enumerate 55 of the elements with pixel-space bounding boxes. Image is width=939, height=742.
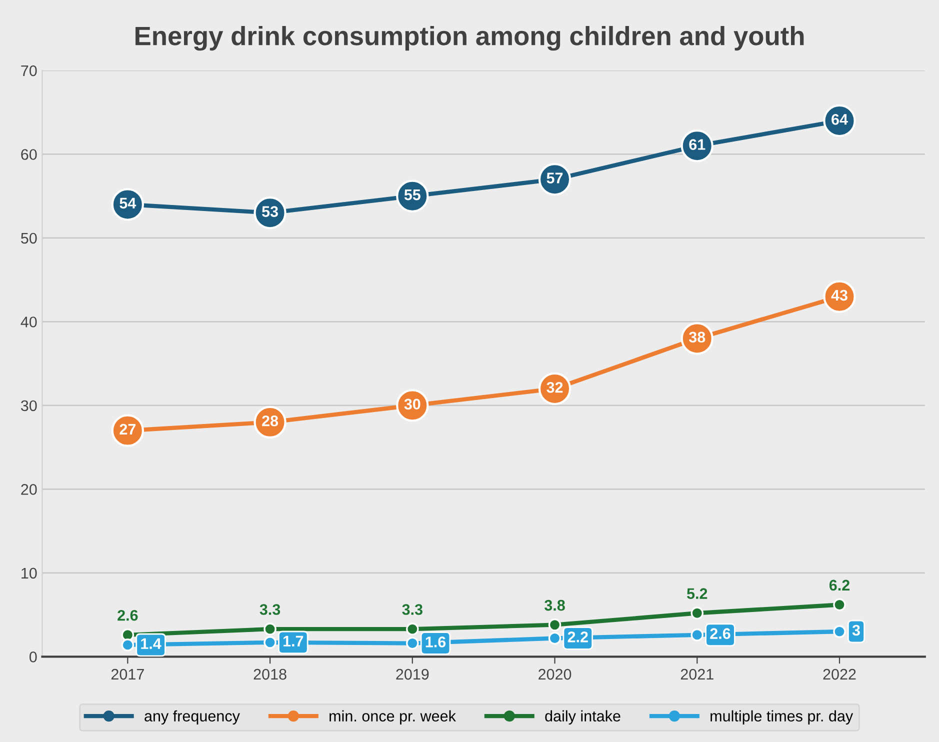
data-label: 2.6 bbox=[118, 610, 138, 621]
data-label: 3.3 bbox=[260, 604, 280, 615]
legend-label: daily intake bbox=[545, 710, 620, 725]
x-tick-label: 2019 bbox=[396, 668, 429, 680]
legend-label: multiple times pr. day bbox=[710, 710, 854, 725]
data-label: 5.2 bbox=[686, 588, 708, 599]
chart-title: Energy drink consumption among children and youth bbox=[136, 26, 804, 51]
data-label: 53 bbox=[262, 206, 278, 217]
data-label: 38 bbox=[688, 332, 706, 343]
y-tick-label: 30 bbox=[20, 400, 37, 412]
data-label: 57 bbox=[546, 172, 563, 184]
data-label: 30 bbox=[404, 398, 420, 410]
point bbox=[121, 628, 134, 642]
legend-label: any frequency bbox=[144, 710, 240, 725]
y-tick-label: 70 bbox=[21, 65, 37, 76]
data-label: 1.4 bbox=[141, 638, 162, 649]
data-label: 6.2 bbox=[829, 580, 850, 591]
data-label: 64 bbox=[832, 114, 848, 125]
y-tick-label: 60 bbox=[21, 149, 37, 160]
point bbox=[548, 618, 562, 632]
data-label: 54 bbox=[120, 198, 136, 209]
data-label: 2.6 bbox=[710, 628, 730, 639]
point bbox=[264, 636, 276, 649]
y-tick-label: 50 bbox=[21, 232, 37, 244]
data-label: 28 bbox=[262, 415, 278, 426]
y-tick-label: 20 bbox=[21, 484, 37, 495]
data-label: 3 bbox=[852, 624, 860, 636]
y-tick-label: 0 bbox=[29, 652, 37, 662]
point bbox=[690, 628, 704, 642]
y-tick-label: 10 bbox=[22, 568, 37, 579]
x-tick-label: 2022 bbox=[823, 668, 856, 680]
legend-label: min. once pr. week bbox=[330, 710, 456, 725]
data-label: 61 bbox=[689, 139, 706, 150]
data-label: 32 bbox=[546, 382, 563, 393]
data-label: 27 bbox=[120, 424, 136, 435]
data-label: 55 bbox=[404, 190, 420, 200]
point bbox=[833, 598, 846, 612]
data-label: 43 bbox=[831, 290, 848, 301]
data-label: 3.8 bbox=[544, 600, 565, 611]
data-label: 2.2 bbox=[568, 632, 588, 642]
point bbox=[548, 632, 562, 645]
point bbox=[406, 636, 419, 650]
x-tick-label: 2017 bbox=[111, 668, 144, 680]
x-tick-label: 2020 bbox=[538, 668, 572, 680]
point bbox=[406, 622, 419, 636]
x-tick-label: 2021 bbox=[680, 668, 714, 680]
data-label: 1.7 bbox=[284, 636, 304, 646]
point bbox=[264, 622, 276, 636]
data-label: 3.3 bbox=[402, 604, 422, 615]
x-tick-label: 2018 bbox=[254, 668, 286, 680]
y-tick-label: 40 bbox=[20, 316, 37, 328]
point bbox=[833, 625, 846, 638]
data-label: 1.6 bbox=[426, 636, 446, 648]
point bbox=[121, 638, 134, 652]
point bbox=[690, 606, 704, 620]
